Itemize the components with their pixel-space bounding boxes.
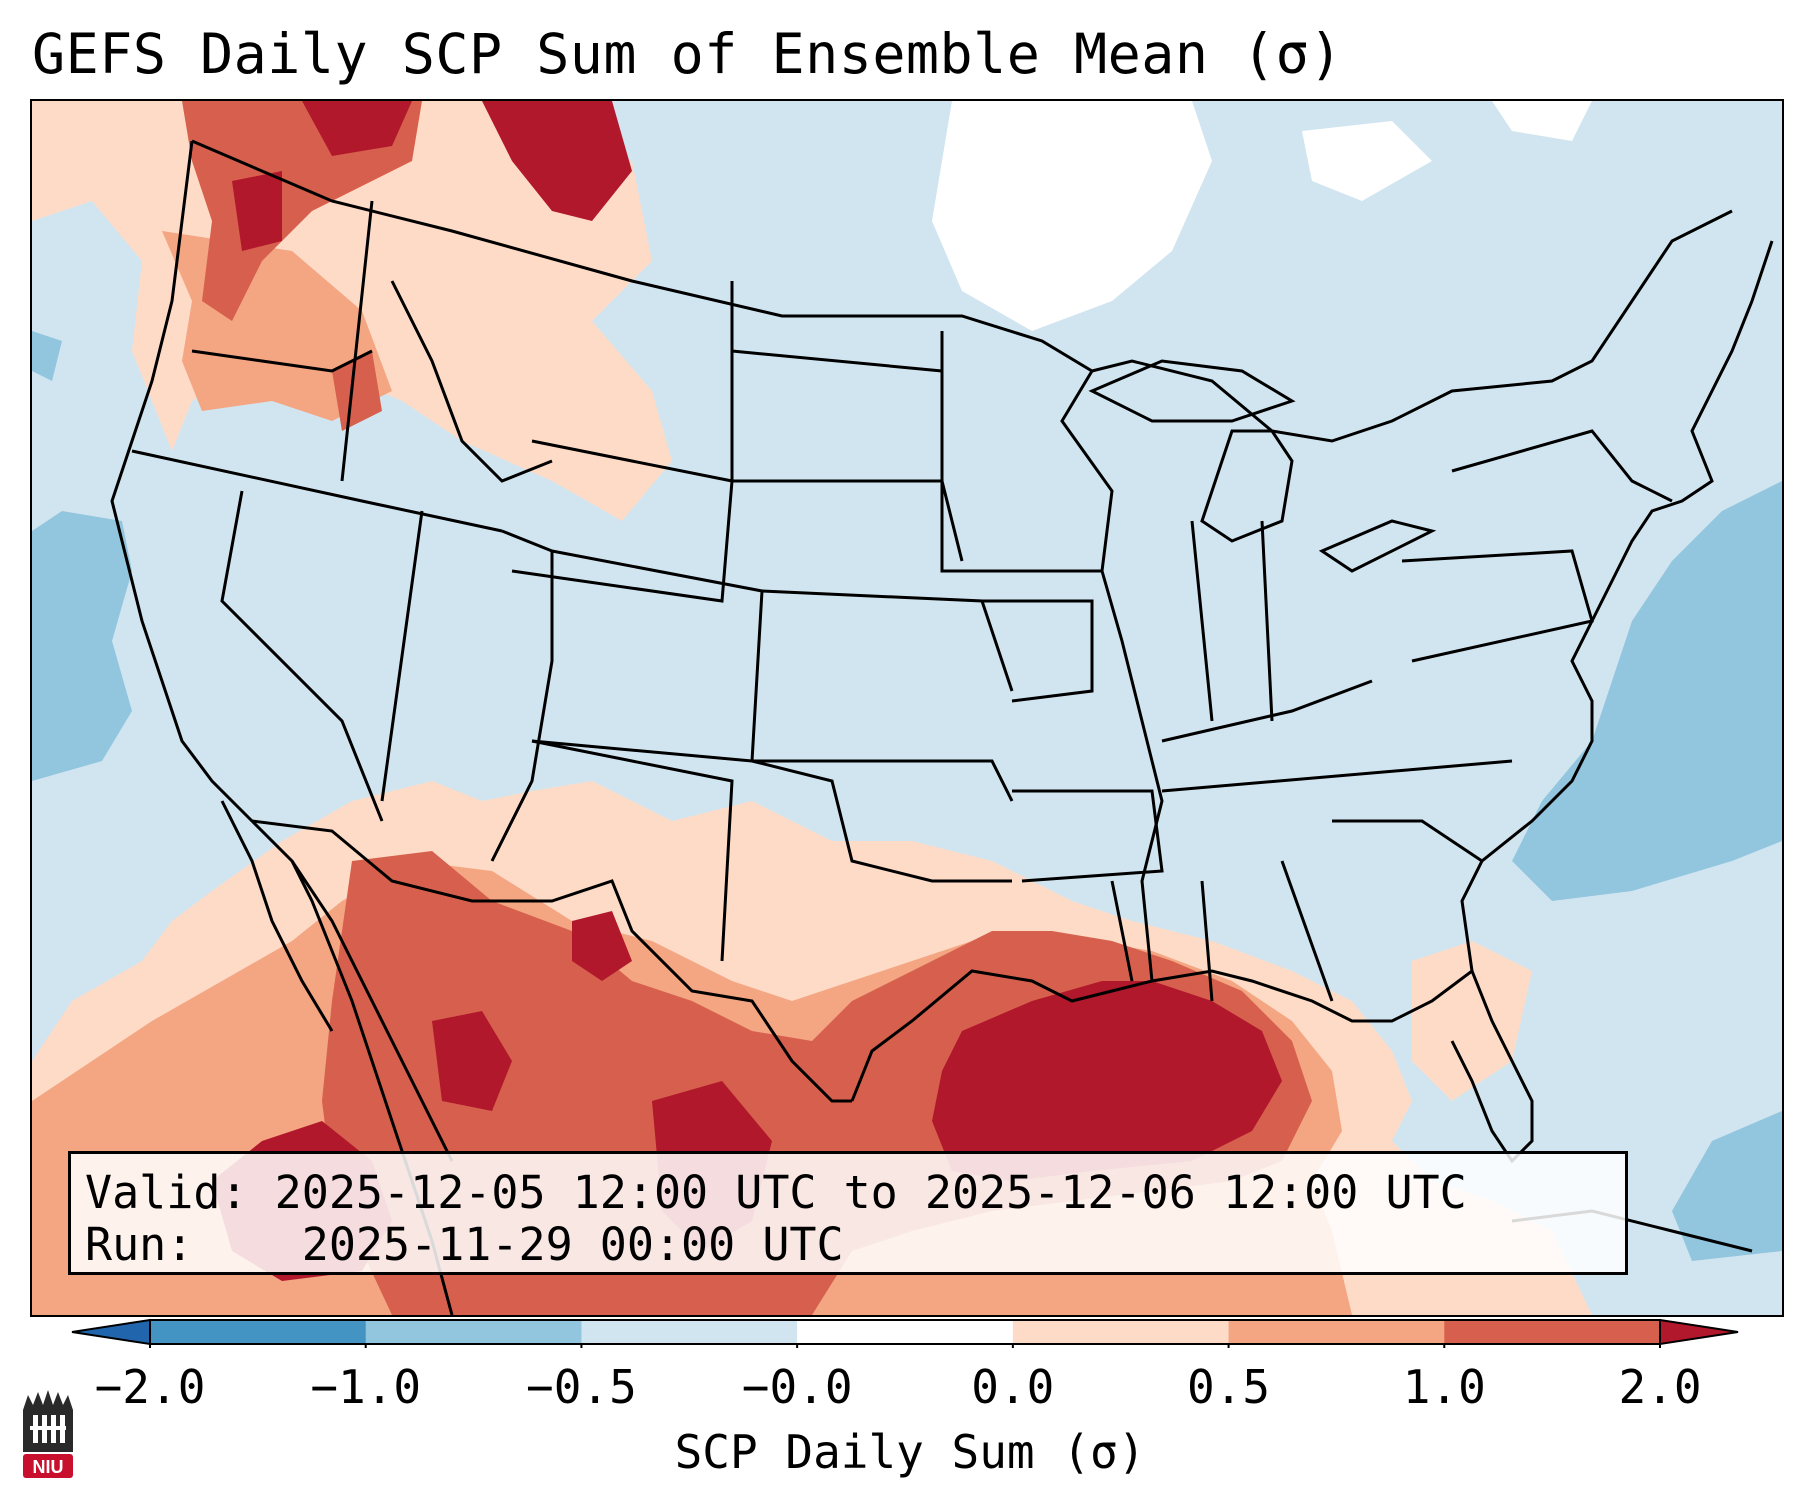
in-oh-line [1260, 520, 1274, 722]
run-value: 2025-11-29 00:00 UTC [301, 1218, 844, 1271]
colorbar-tick-label: −1.0 [310, 1360, 422, 1414]
nm-line [531, 739, 734, 962]
run-label: Run: [85, 1218, 194, 1271]
colorbar-segments [71, 1318, 1739, 1346]
nv-ut-line [380, 510, 424, 802]
pacific-negative-patch [32, 331, 62, 381]
mexico-west-coast [290, 860, 454, 1162]
west-coast [110, 140, 454, 1315]
great-lakes-superior [1088, 359, 1296, 423]
map-canvas [32, 101, 1782, 1315]
nevada-ca-line [220, 490, 384, 822]
colorbar [71, 1318, 1739, 1348]
colorbar-label: SCP Daily Sum (σ) [674, 1425, 1146, 1479]
nd-sd-line [731, 349, 944, 471]
or-ca-line [131, 449, 503, 533]
colorbar-segment [1012, 1320, 1230, 1344]
pnw-max-region [302, 101, 412, 156]
wa-or-line [191, 349, 373, 373]
mexico-max-spot-2 [432, 1011, 512, 1111]
gulf-max-region [932, 981, 1282, 1181]
east-coast [1460, 240, 1774, 972]
mississippi-river [1100, 570, 1164, 982]
gulf-coast [850, 968, 1534, 1164]
colorbar-tick-label: 1.0 [1402, 1360, 1486, 1414]
mn-line [940, 331, 1114, 573]
il-in-line [1190, 520, 1214, 722]
colorbar-ticks [149, 1344, 1661, 1348]
ar-line [1012, 789, 1164, 883]
colorbar-extend-max [1659, 1318, 1739, 1346]
atlantic-negative-region [1512, 481, 1782, 901]
validity-info-box: Valid: 2025-12-05 12:00 UTC to 2025-12-0… [68, 1151, 1628, 1275]
ky-line [1161, 679, 1373, 743]
run-line: Run: 2025-11-29 00:00 UTC [85, 1218, 844, 1271]
great-lakes-michigan [1200, 429, 1294, 543]
florida-positive-region [1412, 941, 1532, 1101]
colorbar-tick-label: 2.0 [1618, 1360, 1702, 1414]
colorbar-outline [149, 1319, 1661, 1345]
colorbar-segment [1228, 1320, 1445, 1344]
great-lakes-erie [1318, 519, 1437, 573]
colorbar-segment [1444, 1320, 1661, 1344]
colorbar-segment [365, 1320, 582, 1344]
colorbar-extend-min [71, 1318, 151, 1346]
montana-max-region [482, 101, 632, 221]
la-ms-line [1110, 880, 1134, 982]
ga-line [1280, 860, 1334, 1002]
pnw-strong-region [182, 101, 422, 321]
colorbar-segment [797, 1320, 1014, 1344]
chihuahua-max-spot [572, 911, 632, 981]
colorbar-segment [150, 1320, 367, 1344]
canada-white-patch [1302, 121, 1432, 201]
idaho-strong-spot [332, 351, 382, 431]
pacific-negative-region [32, 511, 132, 781]
boundaries [110, 139, 1774, 1315]
colorbar-tick-label: −0.0 [741, 1360, 853, 1414]
colorbar-tick-label: −0.5 [526, 1360, 637, 1414]
al-ga-line [1200, 880, 1214, 1002]
ia-mo-line [982, 599, 1094, 703]
ok-tx-line [751, 759, 1012, 883]
idaho-line [340, 200, 374, 482]
canada-white-region [932, 101, 1212, 331]
valid-line: Valid: 2025-12-05 12:00 UTC to 2025-12-0… [85, 1166, 1467, 1219]
map-title: GEFS Daily SCP Sum of Ensemble Mean (σ) [32, 22, 1343, 86]
co-line [531, 549, 764, 763]
ut-co-line [490, 529, 554, 862]
us-canada-border [191, 139, 1733, 443]
ks-ok-line [752, 759, 1014, 802]
quebec-white-patch [1492, 101, 1592, 141]
valid-value: 2025-12-05 12:00 UTC to 2025-12-06 12:00… [274, 1166, 1467, 1219]
colorbar-tick-label: 0.5 [1187, 1360, 1271, 1414]
colorbar-segment [581, 1320, 798, 1344]
atlantic-negative-lower [1672, 1111, 1782, 1261]
logo-text: NIU [33, 1457, 64, 1477]
sd-ne-line [732, 479, 964, 562]
colorbar-tick-label: −2.0 [94, 1360, 206, 1414]
valid-label: Valid: [85, 1166, 248, 1219]
pa-line [1401, 549, 1594, 663]
ny-line [1451, 429, 1673, 503]
idaho-mt-line [390, 280, 553, 483]
ne-ks-line [761, 589, 1014, 692]
map-panel [30, 99, 1784, 1317]
pnw-max-spot [232, 171, 282, 251]
wy-line [511, 439, 734, 603]
us-mexico-border [251, 819, 852, 1103]
niu-logo-icon: NIU [23, 1390, 73, 1478]
colorbar-tick-label: 0.0 [971, 1360, 1055, 1414]
baja-coast [220, 800, 334, 1032]
carolinas-line [1332, 819, 1483, 863]
tn-ky-line [1161, 759, 1513, 793]
